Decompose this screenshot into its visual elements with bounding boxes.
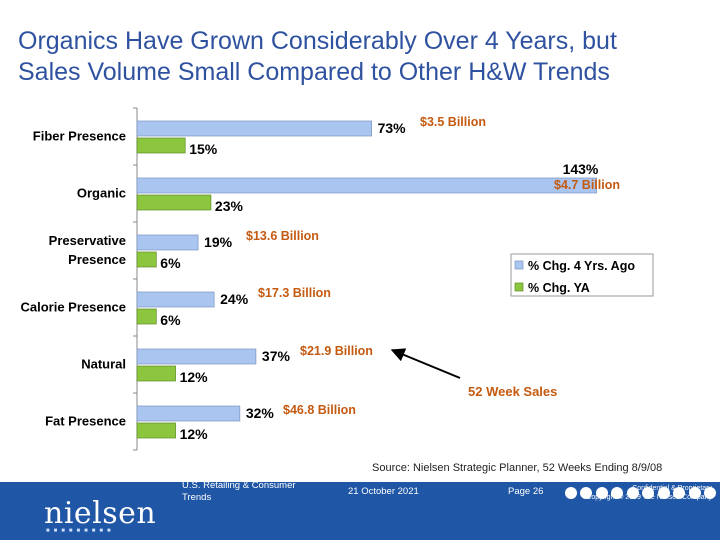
category-label-line: Presence	[68, 252, 126, 267]
bar-4yr-change	[136, 234, 199, 251]
bar-ya-change	[136, 137, 186, 154]
bar-ya-change	[136, 308, 157, 325]
sales-annotation: $46.8 Billion	[283, 403, 356, 417]
decor-dot	[673, 487, 685, 499]
decor-dot	[642, 487, 654, 499]
bar-label-4yr: 19%	[204, 234, 233, 250]
category-label-line: Fat Presence	[45, 414, 126, 429]
copyright-line-2: Copyright © 2009 The Nielsen Company	[586, 494, 712, 501]
category-label-line: Natural	[81, 357, 126, 372]
sales-annotation: $3.5 Billion	[420, 115, 486, 129]
title-line-1: Organics Have Grown Considerably Over 4 …	[18, 27, 617, 55]
sales-annotation: $17.3 Billion	[258, 286, 331, 300]
arrow-label: 52 Week Sales	[468, 384, 557, 399]
bar-4yr-change	[136, 348, 257, 365]
title-line-2: Sales Volume Small Compared to Other H&W…	[18, 58, 610, 86]
nielsen-logo: nielsen	[44, 496, 157, 531]
decor-dot	[626, 487, 639, 499]
bar-label-4yr: 73%	[378, 120, 407, 136]
footer-date: 21 October 2021	[348, 486, 419, 497]
bar-label-4yr: 24%	[220, 291, 249, 307]
bar-4yr-change	[136, 291, 215, 308]
bar-ya-change	[136, 251, 157, 268]
footer-bar: nielsen ■■■■■■■■■ U.S. Retailing & Consu…	[0, 482, 720, 540]
category-label: Calorie Presence	[20, 300, 126, 315]
category-label-line: Fiber Presence	[33, 129, 126, 144]
category-label: Fat Presence	[45, 414, 126, 429]
bar-label-ya: 12%	[180, 369, 209, 385]
department-text: U.S. Retailing & Consumer Trends	[182, 482, 296, 504]
category-label: Preservative Presence	[49, 233, 126, 267]
sales-annotation: $4.7 Billion	[554, 178, 620, 192]
bar-label-4yr: 37%	[262, 348, 291, 364]
sales-arrow	[390, 348, 461, 379]
department-line-1: U.S. Retailing & Consumer	[182, 482, 296, 491]
bar-4yr-change	[136, 177, 597, 194]
category-label: Organic	[77, 186, 126, 201]
bar-4yr-change	[136, 120, 372, 137]
bar-label-ya: 6%	[160, 312, 181, 328]
sales-annotation: $21.9 Billion	[300, 344, 373, 358]
logo-dots: ■■■■■■■■■	[46, 528, 115, 534]
category-label: Natural	[81, 357, 126, 372]
bar-ya-change	[136, 194, 212, 211]
legend-swatch-ya	[514, 282, 524, 292]
bar-ya-change	[136, 422, 176, 439]
bar-label-4yr: 143%	[563, 161, 599, 177]
bar-label-ya: 12%	[180, 426, 209, 442]
decor-dot	[611, 487, 623, 499]
category-label: Fiber Presence	[33, 129, 126, 144]
decor-dot	[688, 487, 701, 499]
decor-dot	[580, 487, 592, 499]
category-label-line: Preservative	[49, 233, 126, 248]
footer-dots	[561, 486, 716, 504]
slide-title: Organics Have Grown Considerably Over 4 …	[18, 26, 708, 88]
bar-ya-change	[136, 365, 176, 382]
decor-dot	[564, 487, 577, 499]
decor-dot	[704, 487, 716, 499]
legend-label-4yr: % Chg. 4 Yrs. Ago	[528, 259, 635, 273]
sales-annotation: $13.6 Billion	[246, 229, 319, 243]
bar-label-4yr: 32%	[246, 405, 275, 421]
legend-box	[510, 253, 654, 297]
legend-swatch-4yr	[514, 260, 524, 270]
legend-label-ya: % Chg. YA	[528, 281, 590, 295]
copyright-text: Confidential & Proprietary Copyright © 2…	[586, 484, 712, 502]
decor-dot	[657, 487, 670, 499]
bar-label-ya: 23%	[215, 198, 244, 214]
bar-chart: Fiber Presence 73% 15% $3.5 Billion Organic 1…	[20, 107, 654, 451]
decor-dot	[595, 487, 608, 499]
category-label-line: Organic	[77, 186, 126, 201]
department-line-2: Trends	[182, 492, 212, 503]
category-label-line: Calorie Presence	[20, 300, 126, 315]
bar-4yr-change	[136, 405, 241, 422]
page-number: Page 26	[508, 486, 544, 497]
source-note: Source: Nielsen Strategic Planner, 52 We…	[372, 462, 663, 474]
copyright-line-1: Confidential & Proprietary	[632, 485, 712, 492]
bar-label-ya: 6%	[160, 255, 181, 271]
bar-label-ya: 15%	[189, 141, 218, 157]
